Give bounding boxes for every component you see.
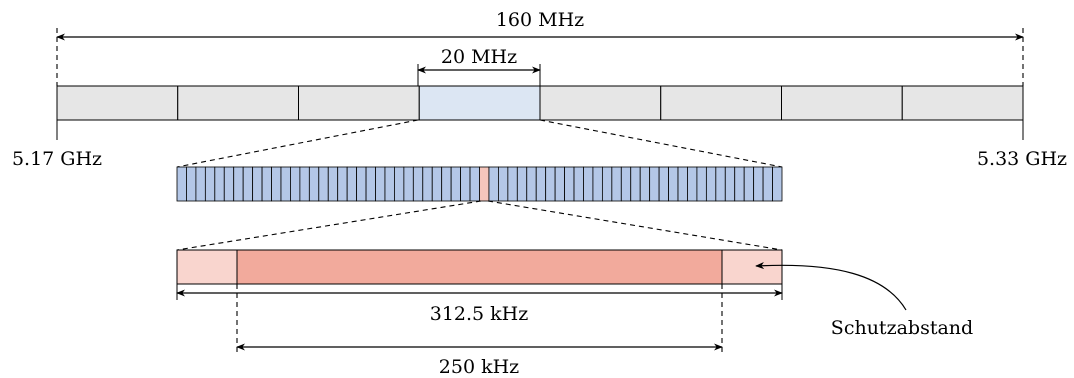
guard-band-label: Schutzabstand: [831, 317, 973, 339]
zoom-line-left-1: [176, 119, 419, 168]
subcarrier: [724, 166, 736, 202]
subcarrier: [705, 166, 717, 202]
subcarrier: [375, 166, 386, 202]
subcarrier: [658, 166, 669, 202]
subcarrier: [498, 166, 509, 202]
subcarrier: [242, 166, 254, 202]
subcarrier: [469, 166, 480, 202]
channel: [56, 85, 179, 121]
subcarrier: [384, 166, 395, 202]
subcarrier: [630, 166, 641, 202]
channel: [660, 85, 782, 121]
subcarrier: [516, 166, 528, 202]
subcarrier: [318, 166, 329, 202]
subcarrier: [564, 166, 575, 202]
subcarrier: [299, 166, 310, 202]
subcarrier: [261, 166, 272, 202]
channel: [177, 85, 299, 121]
freq-end-label: 5.33 GHz: [977, 148, 1067, 170]
subcarrier-highlighted: [479, 166, 490, 202]
channel-width-label: 20 MHz: [441, 46, 517, 68]
subcarrier: [545, 166, 556, 202]
subcarrier: [743, 166, 755, 202]
subcarrier: [639, 166, 651, 202]
zoom-line-right-1: [539, 119, 783, 168]
subcarrier: [327, 166, 339, 202]
channel: [781, 85, 903, 121]
subcarrier: [687, 166, 698, 202]
freq-start-label: 5.17 GHz: [12, 148, 102, 170]
subcarrier: [601, 166, 613, 202]
subcarrier: [649, 166, 660, 202]
subcarrier: [394, 166, 405, 202]
subcarrier: [450, 166, 461, 202]
zoom-line-left-2: [176, 200, 482, 251]
subcarrier: [668, 166, 679, 202]
subcarrier: [696, 166, 707, 202]
subcarrier-grid: [176, 166, 783, 202]
subcarrier: [214, 166, 225, 202]
subcarrier: [431, 166, 443, 202]
subcarrier: [223, 166, 235, 202]
signal-width-label: 250 kHz: [439, 356, 519, 378]
channel: [298, 85, 420, 121]
subcarrier: [195, 166, 206, 202]
subcarrier: [592, 166, 603, 202]
channel: [539, 85, 662, 121]
subcarrier: [176, 166, 187, 202]
subcarrier-spacing-label: 312.5 kHz: [430, 303, 529, 325]
subcarrier: [526, 166, 537, 202]
subcarrier: [753, 166, 764, 202]
subcarrier: [280, 166, 291, 202]
subcarrier: [583, 166, 594, 202]
subcarrier: [554, 166, 565, 202]
guard-band-right: [721, 249, 783, 285]
subcarrier: [412, 166, 424, 202]
subcarrier: [441, 166, 452, 202]
zoom-line-right-2: [487, 200, 783, 251]
subcarrier: [337, 166, 348, 202]
subcarrier: [488, 166, 499, 202]
subcarrier: [772, 166, 783, 202]
subcarrier: [356, 166, 367, 202]
subcarrier: [403, 166, 414, 202]
subcarrier: [460, 166, 471, 202]
channel-band: [56, 85, 1024, 121]
subcarrier: [365, 166, 376, 202]
guard-band-left: [176, 249, 238, 285]
subcarrier: [233, 166, 244, 202]
subcarrier: [271, 166, 282, 202]
total-width-label: 160 MHz: [496, 9, 584, 31]
subcarrier: [715, 166, 726, 202]
subcarrier: [186, 166, 197, 202]
subcarrier: [611, 166, 622, 202]
channel: [901, 85, 1024, 121]
subcarrier: [677, 166, 688, 202]
subcarrier: [734, 166, 745, 202]
subcarrier: [762, 166, 773, 202]
subcarrier: [535, 166, 547, 202]
subcarrier: [507, 166, 518, 202]
subcarrier: [620, 166, 632, 202]
subcarrier: [204, 166, 216, 202]
subcarrier: [346, 166, 358, 202]
subcarrier: [422, 166, 433, 202]
subcarrier: [308, 166, 320, 202]
signal-block: [236, 249, 723, 285]
subcarrier: [573, 166, 584, 202]
subcarrier: [252, 166, 263, 202]
guard-band-pointer: [755, 261, 907, 311]
channel-highlighted: [418, 85, 541, 121]
subcarrier: [290, 166, 301, 202]
